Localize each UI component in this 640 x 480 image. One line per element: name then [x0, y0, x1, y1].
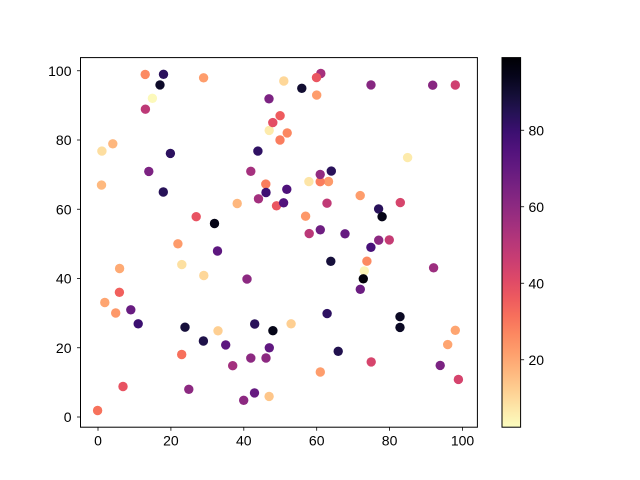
svg-text:100: 100 [48, 63, 72, 79]
svg-text:20: 20 [163, 433, 179, 449]
svg-text:80: 80 [382, 433, 398, 449]
svg-text:0: 0 [94, 433, 102, 449]
svg-text:80: 80 [56, 132, 72, 148]
svg-text:40: 40 [529, 275, 545, 291]
svg-text:40: 40 [56, 271, 72, 287]
svg-text:0: 0 [64, 409, 72, 425]
svg-text:20: 20 [56, 340, 72, 356]
svg-text:100: 100 [451, 433, 475, 449]
svg-text:40: 40 [236, 433, 252, 449]
svg-text:80: 80 [529, 122, 545, 138]
svg-text:60: 60 [309, 433, 325, 449]
svg-text:60: 60 [529, 199, 545, 215]
svg-text:60: 60 [56, 201, 72, 217]
svg-text:20: 20 [529, 352, 545, 368]
